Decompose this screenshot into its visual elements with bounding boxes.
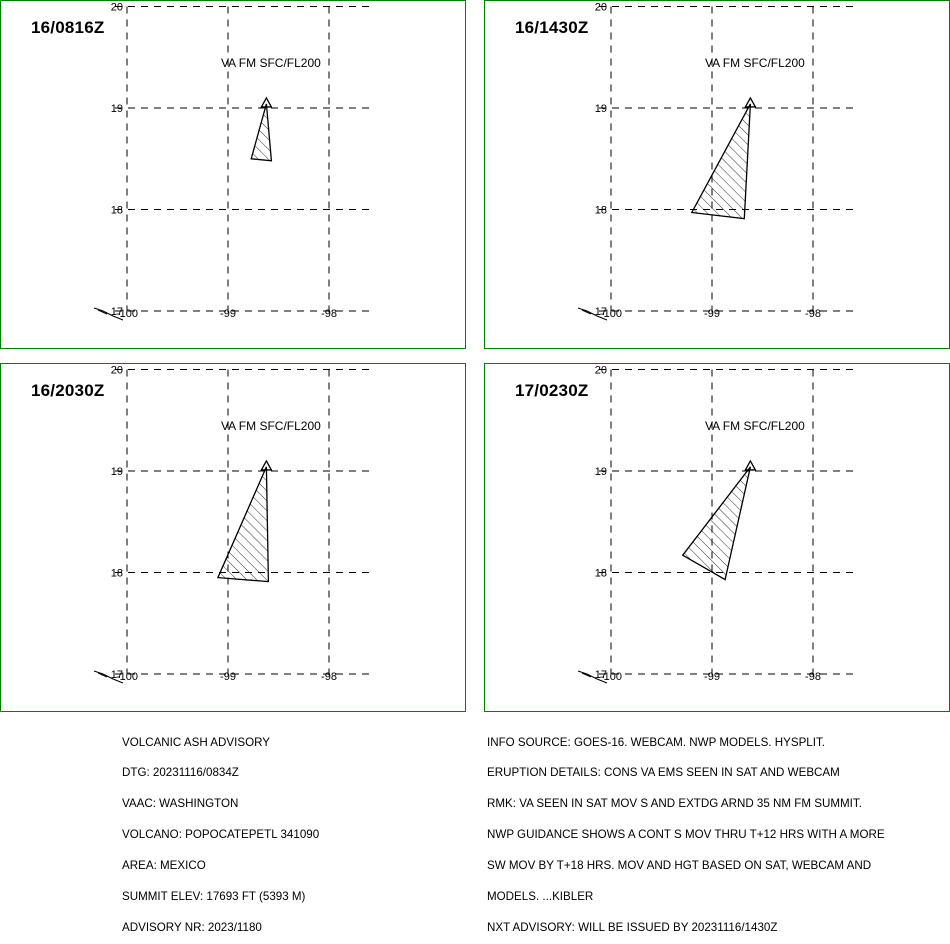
ash-cloud-polygon bbox=[681, 466, 752, 581]
ash-cloud-polygon bbox=[250, 103, 273, 162]
ash-cloud-polygon bbox=[216, 466, 270, 583]
ash-layer-label: VA FM SFC/FL200 bbox=[221, 419, 321, 433]
latitude-tick-label: 19 bbox=[595, 466, 607, 478]
map-svg: 20 19 18 17-100 -99 -98 bbox=[93, 2, 375, 321]
longitude-tick-label: -98 bbox=[321, 308, 337, 320]
longitude-tick-label: -100 bbox=[600, 308, 622, 320]
latitude-tick-label: 19 bbox=[111, 466, 123, 478]
advisory-line: SW MOV BY T+18 HRS. MOV AND HGT BASED ON… bbox=[487, 859, 872, 873]
latitude-tick-label: 18 bbox=[595, 205, 607, 217]
forecast-panel: 20 19 18 17 -100 -99 -98 16/0816Z VA FM SFC/FL… bbox=[0, 0, 466, 349]
map-svg: 20 19 18 17-100 -99 -98 bbox=[577, 2, 859, 321]
forecast-panel: 20 19 18 17 -100 -99 -98 16/1430Z VA FM SFC/FL… bbox=[484, 0, 950, 349]
ash-layer-label: VA FM SFC/FL200 bbox=[705, 56, 805, 70]
coastline bbox=[97, 309, 108, 315]
advisory-line: DTG: 20231116/0834Z bbox=[122, 766, 239, 780]
ash-layer-label: VA FM SFC/FL200 bbox=[705, 419, 805, 433]
latitude-tick-label: 17 bbox=[595, 306, 607, 318]
longitude-tick-label: -98 bbox=[805, 671, 821, 683]
latitude-tick-label: 20 bbox=[595, 2, 607, 14]
latitude-tick-label: 19 bbox=[595, 103, 607, 115]
latitude-tick-label: 20 bbox=[595, 365, 607, 377]
latitude-tick-label: 18 bbox=[111, 568, 123, 580]
coastline bbox=[577, 670, 608, 684]
advisory-line: INFO SOURCE: GOES-16. WEBCAM. NWP MODELS… bbox=[487, 735, 825, 749]
triangle-icon bbox=[744, 459, 757, 471]
triangle-icon bbox=[260, 459, 273, 471]
map-svg: 20 19 18 17-100 -99 -98 bbox=[577, 365, 859, 684]
latitude-tick-label: 20 bbox=[111, 365, 123, 377]
longitude-tick-label: -100 bbox=[116, 671, 138, 683]
advisory-line: VAAC: WASHINGTON bbox=[122, 797, 239, 811]
advisory-line: ERUPTION DETAILS: CONS VA EMS SEEN IN SA… bbox=[487, 766, 840, 780]
advisory-line: MODELS. ...KIBLER bbox=[487, 890, 594, 904]
ash-cloud-polygon bbox=[690, 103, 752, 220]
forecast-panel: 20 19 18 17 -100 -99 -98 16/2030Z VA FM SFC/FL… bbox=[0, 363, 466, 712]
coastline bbox=[93, 670, 124, 684]
advisory-line: AREA: MEXICO bbox=[122, 859, 206, 873]
ash-layer-label: VA FM SFC/FL200 bbox=[221, 56, 321, 70]
triangle-icon bbox=[744, 96, 757, 108]
panel-time-label: 17/0230Z bbox=[515, 381, 589, 400]
latitude-tick-label: 17 bbox=[111, 306, 123, 318]
panel-time-label: 16/1430Z bbox=[515, 18, 589, 37]
advisory-details-block: INFO SOURCE: GOES-16. WEBCAM. NWP MODELS… bbox=[487, 717, 885, 944]
advisory-line: NWP GUIDANCE SHOWS A CONT S MOV THRU T+1… bbox=[487, 828, 885, 842]
coastline bbox=[577, 307, 608, 321]
latitude-tick-label: 17 bbox=[595, 669, 607, 681]
latitude-tick-label: 20 bbox=[111, 2, 123, 14]
longitude-tick-label: -99 bbox=[220, 671, 236, 683]
latitude-tick-label: 17 bbox=[111, 669, 123, 681]
map-svg: 20 19 18 17-100 -99 -98 bbox=[93, 365, 375, 684]
advisory-line: ADVISORY NR: 2023/1180 bbox=[122, 920, 262, 934]
coastline bbox=[97, 672, 108, 678]
triangle-icon bbox=[260, 96, 273, 108]
longitude-tick-label: -100 bbox=[600, 671, 622, 683]
longitude-tick-label: -99 bbox=[220, 308, 236, 320]
panel-time-label: 16/0816Z bbox=[31, 18, 105, 37]
advisory-line: VOLCANIC ASH ADVISORY bbox=[122, 735, 270, 749]
advisory-line: NXT ADVISORY: WILL BE ISSUED BY 20231116… bbox=[487, 920, 778, 934]
longitude-tick-label: -98 bbox=[805, 308, 821, 320]
advisory-line: SUMMIT ELEV: 17693 FT (5393 M) bbox=[122, 890, 306, 904]
longitude-tick-label: -99 bbox=[704, 671, 720, 683]
panel-time-label: 16/2030Z bbox=[31, 381, 105, 400]
longitude-tick-label: -98 bbox=[321, 671, 337, 683]
forecast-panel: 20 19 18 17 -100 -99 -98 17/0230Z VA FM SFC/FL… bbox=[484, 363, 950, 712]
longitude-tick-label: -100 bbox=[116, 308, 138, 320]
longitude-tick-label: -99 bbox=[704, 308, 720, 320]
coastline bbox=[581, 672, 592, 678]
latitude-tick-label: 19 bbox=[111, 103, 123, 115]
latitude-tick-label: 18 bbox=[595, 568, 607, 580]
advisory-line: VOLCANO: POPOCATEPETL 341090 bbox=[122, 828, 320, 842]
coastline bbox=[581, 309, 592, 315]
advisory-line: RMK: VA SEEN IN SAT MOV S AND EXTDG ARND… bbox=[487, 797, 862, 811]
coastline bbox=[93, 307, 124, 321]
latitude-tick-label: 18 bbox=[111, 205, 123, 217]
advisory-header-block: VOLCANIC ASH ADVISORY DTG: 20231116/0834… bbox=[122, 717, 319, 944]
